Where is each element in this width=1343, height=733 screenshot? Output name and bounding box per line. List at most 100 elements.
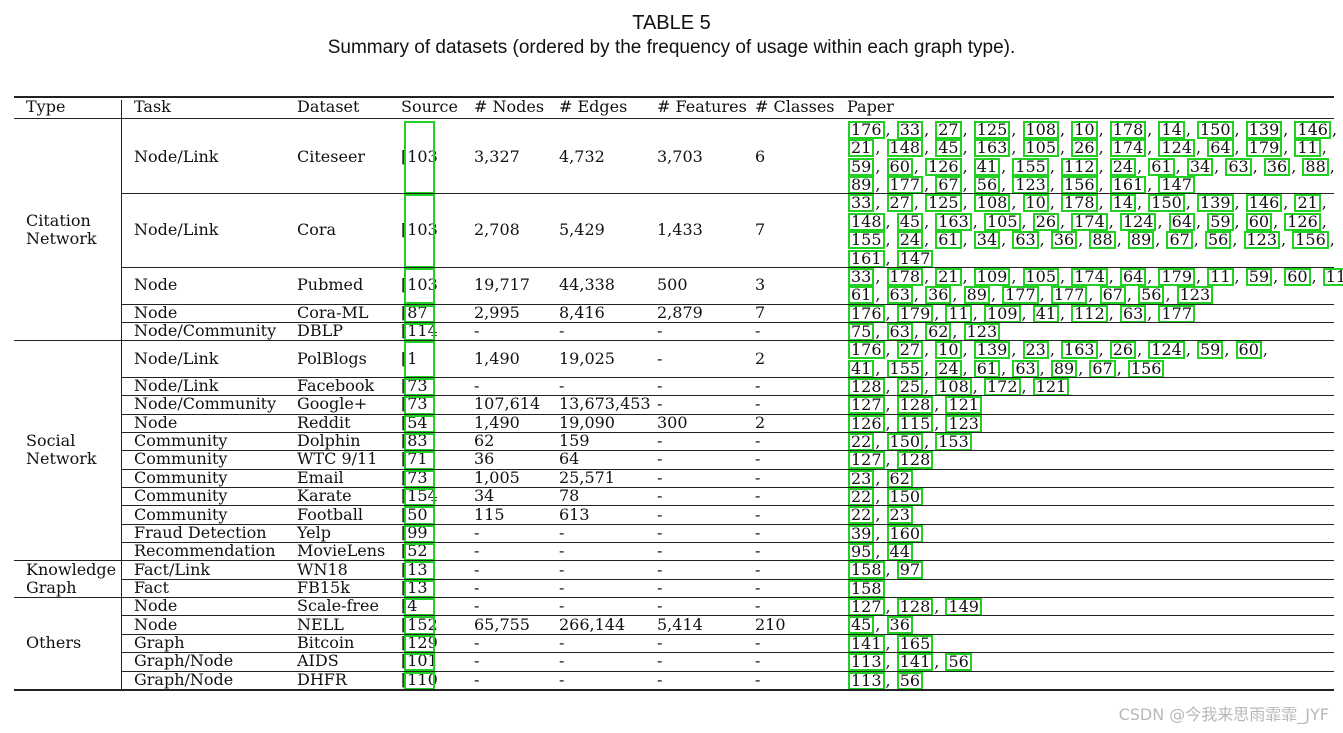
citation-ref[interactable]: 172	[983, 377, 1021, 396]
citation-ref[interactable]: 141	[896, 653, 934, 672]
citation-ref[interactable]: 34	[1186, 157, 1214, 176]
citation-ref[interactable]: 34	[973, 231, 1001, 250]
citation-ref[interactable]: 64	[1207, 139, 1234, 158]
citation-ref[interactable]: 67	[1166, 231, 1193, 250]
citation-ref[interactable]: 176	[848, 121, 885, 139]
citation-ref[interactable]: 147	[1158, 176, 1196, 195]
citation-ref[interactable]: 36	[1050, 231, 1078, 250]
citation-ref[interactable]: 155	[1012, 157, 1049, 176]
citation-ref[interactable]: 44	[886, 543, 913, 562]
citation-ref[interactable]: 59	[1245, 267, 1273, 286]
citation-ref[interactable]: 14	[1158, 121, 1185, 139]
citation-ref[interactable]: 45	[896, 212, 924, 231]
citation-ref[interactable]: 165	[896, 634, 934, 653]
citation-ref[interactable]: 64	[1168, 212, 1196, 231]
citation-ref[interactable]: 127	[848, 598, 885, 617]
citation-ref[interactable]: 62	[925, 322, 952, 341]
citation-ref[interactable]: 33	[848, 267, 875, 286]
citation-ref[interactable]: 63	[886, 286, 913, 305]
citation-ref[interactable]: 27	[896, 341, 924, 360]
citation-ref[interactable]: 139	[973, 341, 1011, 360]
citation-ref[interactable]: 24	[1109, 157, 1137, 176]
citation-ref[interactable]: 56	[1138, 286, 1165, 305]
citation-ref[interactable]: 41	[848, 359, 875, 378]
citation-ref[interactable]: 109	[983, 304, 1021, 323]
citation-ref[interactable]: 26	[1032, 212, 1060, 231]
citation-ref[interactable]: 163	[1061, 341, 1098, 360]
citation-ref[interactable]: 123	[1176, 286, 1214, 305]
citation-ref[interactable]: 160	[886, 524, 924, 543]
citation-ref[interactable]: 23	[886, 506, 913, 525]
citation-ref[interactable]: 146	[1245, 194, 1283, 213]
citation-ref[interactable]: 178	[886, 267, 924, 286]
citation-ref[interactable]: 59	[1207, 212, 1234, 231]
citation-ref[interactable]: 39	[848, 524, 875, 543]
citation-ref[interactable]: 21	[1294, 194, 1321, 213]
citation-ref[interactable]: 121	[945, 396, 982, 415]
citation-ref[interactable]: 60	[1284, 267, 1311, 286]
citation-ref[interactable]: 22	[848, 488, 875, 506]
citation-ref[interactable]: 174	[1071, 212, 1108, 231]
citation-ref[interactable]: 178	[1061, 194, 1098, 213]
citation-ref[interactable]: 108	[973, 194, 1011, 213]
citation-ref[interactable]: 63	[1012, 231, 1039, 250]
citation-ref[interactable]: 128	[896, 598, 934, 617]
citation-ref[interactable]: 24	[896, 231, 924, 250]
citation-ref[interactable]: 148	[886, 139, 924, 158]
citation-ref[interactable]: 21	[935, 267, 962, 286]
citation-ref[interactable]: 24	[935, 359, 962, 378]
citation-ref[interactable]: 112	[1061, 157, 1098, 176]
citation-ref[interactable]: 89	[1127, 231, 1155, 250]
citation-ref[interactable]: 89	[848, 176, 875, 195]
citation-ref[interactable]: 178	[1109, 121, 1147, 139]
citation-ref[interactable]: 95	[848, 543, 875, 562]
citation-ref[interactable]: 123	[1243, 231, 1281, 250]
citation-ref[interactable]: 11	[945, 304, 972, 323]
citation-ref[interactable]: 109	[973, 267, 1011, 286]
citation-ref[interactable]: 61	[1148, 157, 1175, 176]
citation-ref[interactable]: 161	[848, 249, 885, 268]
citation-ref[interactable]: 45	[935, 139, 962, 158]
citation-ref[interactable]: 149	[945, 598, 982, 617]
citation-ref[interactable]: 105	[1022, 139, 1060, 158]
citation-ref[interactable]: 61	[848, 286, 875, 305]
citation-ref[interactable]: 125	[973, 121, 1011, 139]
citation-ref[interactable]: 89	[1050, 359, 1078, 378]
citation-ref[interactable]: 36	[1263, 157, 1291, 176]
citation-ref[interactable]: 89	[963, 286, 990, 305]
citation-ref[interactable]: 146	[1294, 121, 1331, 139]
citation-ref[interactable]: 155	[848, 231, 885, 250]
citation-ref[interactable]: 158	[848, 579, 885, 598]
citation-ref[interactable]: 11	[1294, 139, 1321, 158]
citation-ref[interactable]: 174	[1109, 139, 1147, 158]
citation-ref[interactable]: 115	[1322, 267, 1343, 286]
citation-ref[interactable]: 177	[886, 176, 924, 195]
citation-ref[interactable]: 163	[973, 139, 1011, 158]
citation-ref[interactable]: 36	[886, 616, 913, 635]
citation-ref[interactable]: 127	[848, 451, 885, 470]
citation-ref[interactable]: 163	[935, 212, 972, 231]
citation-ref[interactable]: 60	[1245, 212, 1273, 231]
citation-ref[interactable]: 41	[973, 157, 1001, 176]
citation-ref[interactable]: 26	[1109, 341, 1137, 360]
citation-ref[interactable]: 59	[848, 157, 875, 176]
citation-ref[interactable]: 179	[1158, 267, 1196, 286]
citation-ref[interactable]: 108	[935, 377, 972, 396]
citation-ref[interactable]: 63	[1225, 157, 1252, 176]
citation-ref[interactable]: 153	[935, 432, 972, 451]
citation-ref[interactable]: 150	[886, 488, 924, 506]
citation-ref[interactable]: 177	[1050, 286, 1088, 305]
citation-ref[interactable]: 150	[886, 432, 924, 451]
citation-ref[interactable]: 139	[1245, 121, 1283, 139]
citation-ref[interactable]: 41	[1032, 304, 1060, 323]
citation-ref[interactable]: 56	[1204, 231, 1232, 250]
citation-ref[interactable]: 33	[896, 121, 924, 139]
citation-ref[interactable]: 123	[963, 322, 1001, 341]
citation-ref[interactable]: 63	[886, 322, 913, 341]
citation-ref[interactable]: 127	[848, 396, 885, 415]
citation-ref[interactable]: 115	[896, 414, 934, 433]
citation-ref[interactable]: 105	[983, 212, 1021, 231]
citation-ref[interactable]: 124	[1148, 341, 1185, 360]
citation-ref[interactable]: 61	[935, 231, 962, 250]
citation-ref[interactable]: 63	[1119, 304, 1147, 323]
